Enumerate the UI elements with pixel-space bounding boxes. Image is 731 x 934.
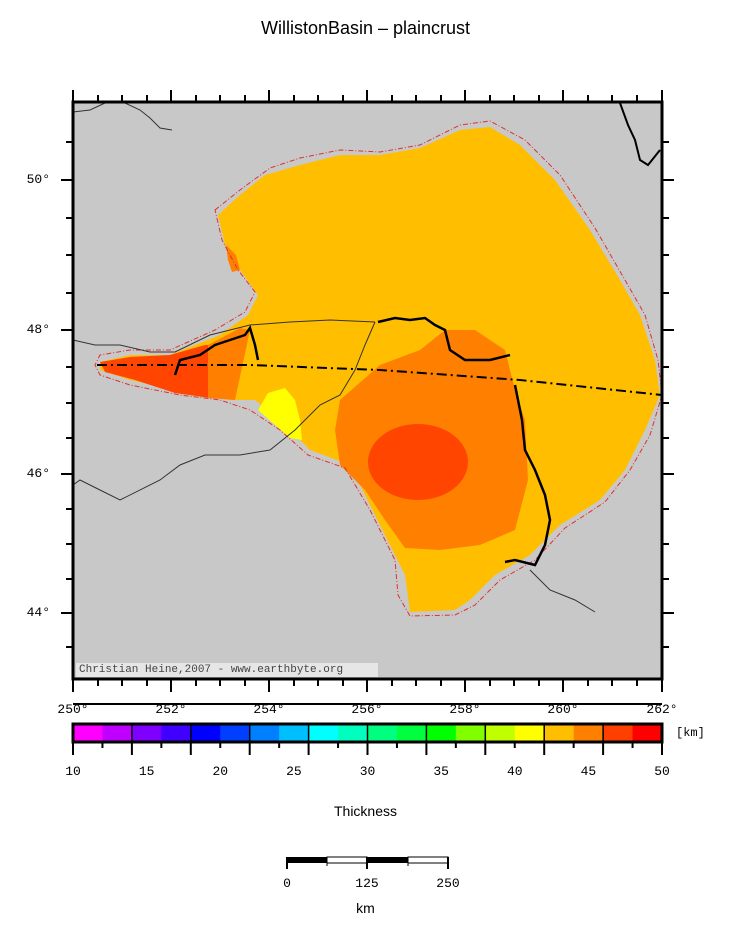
colorbar-title: Thickness [333,803,398,819]
colorbar-swatch [338,724,368,742]
lon-ticks [72,90,663,692]
lon-label: 254° [253,702,285,717]
colorbar-swatch [426,724,457,742]
profile-line [97,364,663,396]
basin-boundary-line [94,120,663,617]
scale-label: 125 [355,876,379,891]
colorbar-tick-label: 30 [359,764,376,779]
colorbar-swatch [367,724,398,742]
colorbar-tick-label: 50 [654,764,670,779]
colorbar-tick-label: 35 [433,764,449,779]
border-line [72,319,376,353]
lon-label: 260° [547,702,579,717]
river-line [173,325,260,376]
border-line [529,569,596,613]
map-title: WillistonBasin – plaincrust [260,18,471,38]
lat-ticks [61,141,674,648]
colorbar-swatch [279,724,310,742]
colorbar-swatch [632,724,663,742]
colorbar-tick-label: 10 [65,764,81,779]
river-line [619,102,661,167]
colorbar-swatch [249,724,280,742]
colorbar-swatch [514,724,545,742]
lon-label: 250° [57,702,89,717]
colorbar-swatch [131,724,162,742]
colorbar-swatch [544,724,575,742]
lat-label: 46° [26,466,50,481]
colorbar-swatch [485,724,516,742]
colorbar-tick-label: 15 [138,764,155,779]
scale-bar [286,856,449,869]
credit-box [76,663,378,677]
credit-text: Christian Heine,2007 - www.earthbyte.org [79,664,344,676]
lat-label: 50° [26,172,50,187]
north-edge-orange [226,245,240,272]
central-red [368,424,468,500]
colorbar-swatch [220,724,251,742]
colorbar-swatch [190,724,221,742]
lon-label: 256° [351,702,383,717]
border-line [72,102,173,131]
scale-label: 0 [283,876,291,891]
colorbar-swatch [73,724,103,742]
colorbar-swatch [603,724,634,742]
lon-label: 252° [155,702,187,717]
western-arm-orange [208,328,250,400]
colorbar-swatch [455,724,486,742]
yellow-patch [258,388,302,440]
lon-label: 262° [646,702,678,717]
colorbar-unit: [km] [676,726,705,740]
scale-label: 250 [436,876,460,891]
colorbar-swatch [396,724,427,742]
colorbar-swatch [161,724,192,742]
colorbar-tick-label: 25 [286,764,302,779]
colorbar-tick-label: 40 [506,764,523,779]
border-line [72,321,376,501]
colorbar-swatch [573,724,604,742]
colorbar-swatch [308,724,339,742]
lon-label: 258° [449,702,481,717]
colorbar [73,724,663,742]
colorbar-tick-label: 20 [212,764,229,779]
river-line [377,316,552,567]
lat-label: 44° [26,605,50,620]
colorbar-swatch [102,724,133,742]
lat-label: 48° [26,322,50,337]
scale-unit: km [356,900,375,916]
colorbar-tick-label: 45 [580,764,597,779]
